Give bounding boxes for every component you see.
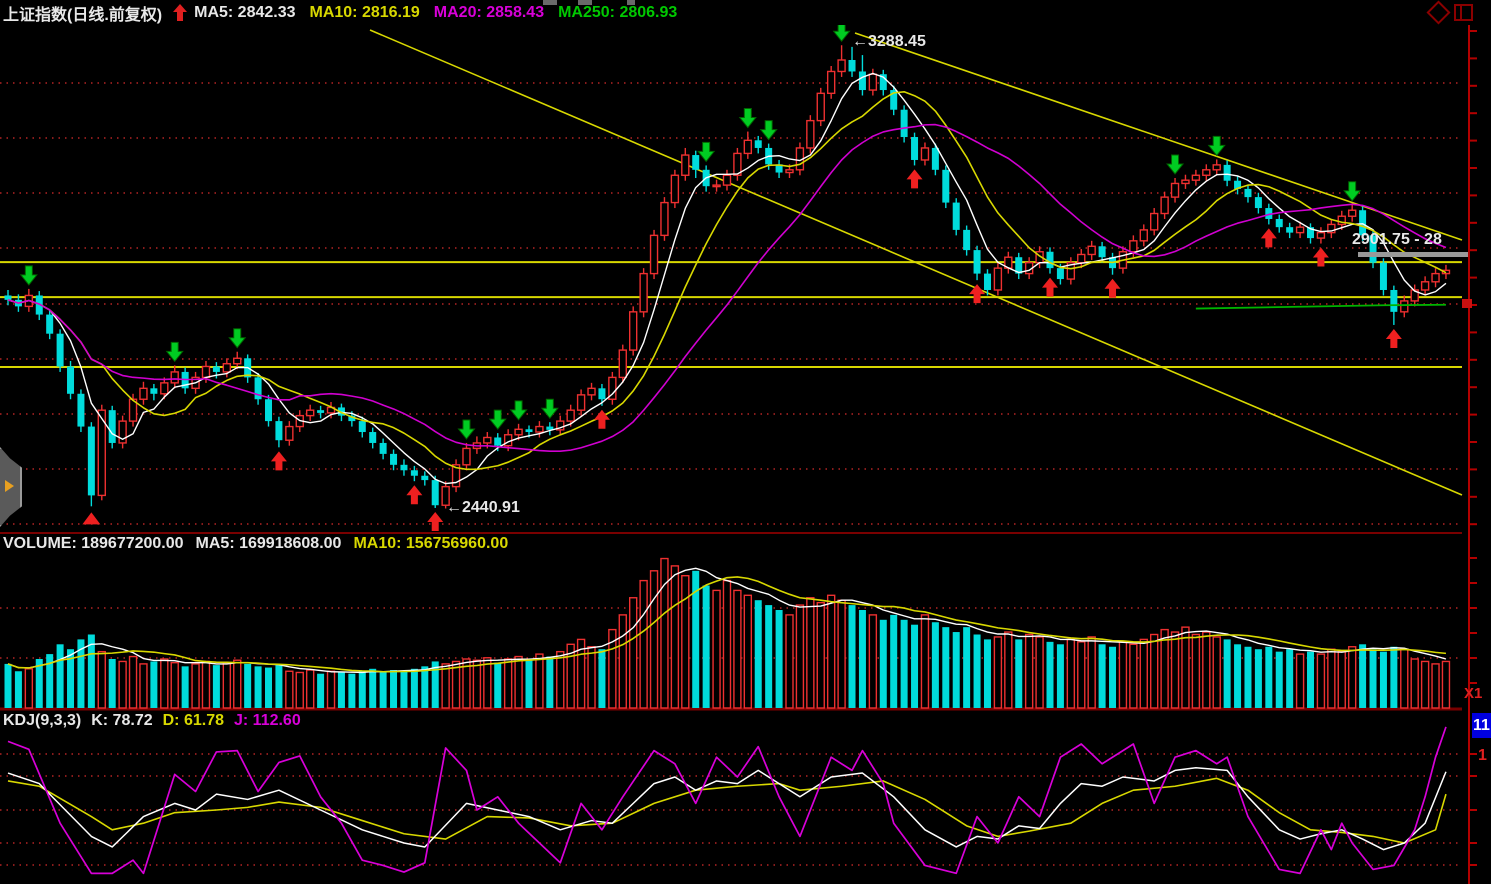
peak-price-annotation: ←3288.45 <box>852 33 926 50</box>
title-bar: 上证指数(日线.前复权) MA5: 2842.33 MA10: 2816.19 … <box>0 0 1491 25</box>
expand-arrow-icon <box>5 480 14 492</box>
up-arrow-icon <box>173 3 188 21</box>
kdj-name[interactable]: KDJ(9,3,3) <box>3 712 82 729</box>
ma5-value[interactable]: MA5: 2842.33 <box>194 3 296 21</box>
kdj-k-value: K: 78.72 <box>91 712 153 729</box>
volume-header: VOLUME: 189677200.00 MA5: 169918608.00 MA1… <box>3 535 508 553</box>
symbol-title[interactable]: 上证指数(日线.前复权) <box>3 6 163 24</box>
diamond-icon[interactable] <box>1426 0 1451 25</box>
level-price-annotation: 2901.75 - 28 <box>1352 231 1442 248</box>
volume-axis-unit-label: X1 <box>1464 685 1483 702</box>
ma250-value[interactable]: MA250: 2806.93 <box>558 3 678 21</box>
level-marker-bar[interactable] <box>1358 252 1468 257</box>
top-window-fragment <box>627 0 635 5</box>
ma10-value[interactable]: MA10: 2816.19 <box>309 3 420 21</box>
top-window-fragment <box>578 0 592 5</box>
ma20-value[interactable]: MA20: 2858.43 <box>433 3 545 21</box>
kdj-d-value: D: 61.78 <box>162 712 224 729</box>
volume-ma10: MA10: 156756960.00 <box>353 535 509 552</box>
trough-price-annotation: ←2440.91 <box>446 499 520 516</box>
top-window-fragment <box>543 0 557 5</box>
window-controls <box>1426 0 1473 25</box>
kdj-j-axis-badge: 11 <box>1472 713 1491 738</box>
kdj-header: KDJ(9,3,3) K: 78.72 D: 61.78 J: 112.60 <box>3 712 301 730</box>
volume-ma5: MA5: 169918608.00 <box>195 535 342 552</box>
window-icon[interactable] <box>1454 4 1473 21</box>
volume-value: VOLUME: 189677200.00 <box>3 535 184 552</box>
kdj-j-value: J: 112.60 <box>234 712 301 729</box>
kdj-axis-label: 1 <box>1478 747 1487 764</box>
